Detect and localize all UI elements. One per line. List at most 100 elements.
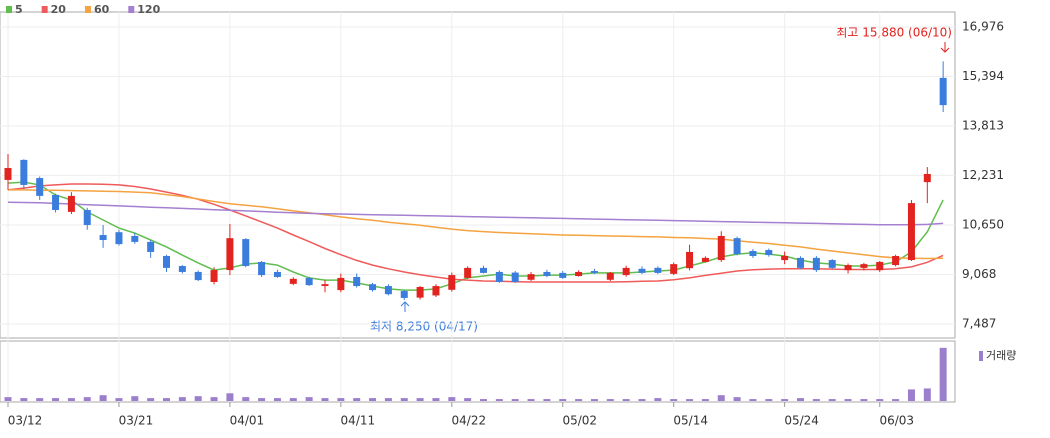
candle-body [622, 267, 630, 276]
x-tick-label: 03/12 [8, 414, 43, 428]
y-tick-label: 12,231 [962, 168, 1004, 182]
high-annotation: 최고 15,880 (06/10) [836, 26, 952, 40]
candle-body [258, 261, 266, 276]
candle-body [812, 257, 820, 271]
candle-body [511, 272, 519, 282]
candle-body [638, 268, 646, 273]
volume-bar [258, 398, 266, 401]
volume-bar [606, 399, 614, 401]
volume-bar [733, 397, 741, 401]
x-tick-label: 04/01 [230, 414, 265, 428]
legend-swatch [84, 6, 91, 13]
x-tick-label: 05/24 [784, 414, 819, 428]
x-tick-label: 03/21 [119, 414, 154, 428]
volume-bar [242, 397, 250, 401]
x-tick-label: 04/22 [452, 414, 487, 428]
volume-bar [416, 398, 424, 401]
volume-bar [178, 397, 186, 401]
volume-bar [939, 347, 947, 401]
y-tick-label: 15,394 [962, 69, 1004, 83]
low-arrow [400, 301, 410, 312]
candle-body [99, 235, 107, 241]
candle-body [416, 286, 424, 298]
candle-body [226, 238, 234, 271]
volume-bar [765, 399, 773, 401]
candle-body [147, 241, 155, 252]
candle-body [83, 209, 91, 226]
volume-bar [273, 398, 281, 401]
volume-bar [194, 396, 202, 401]
candle-body [749, 250, 757, 256]
volume-bar [4, 397, 12, 401]
candle-body [686, 251, 694, 269]
volume-bar [480, 399, 487, 401]
volume-bar [923, 388, 931, 401]
x-tick-label: 05/02 [562, 414, 597, 428]
moving-average-line [7, 183, 944, 283]
x-tick-label: 06/03 [879, 414, 914, 428]
volume-bar [163, 398, 170, 401]
candle-body [384, 286, 392, 295]
candle-body [321, 284, 329, 287]
candle-body [670, 264, 678, 274]
volume-bar [369, 398, 377, 401]
volume-bar [527, 399, 535, 401]
candle-body [717, 235, 725, 261]
candle-body [828, 260, 836, 268]
volume-bar [99, 395, 107, 401]
candle-body [892, 255, 900, 266]
candle-body [860, 264, 868, 268]
candle-body [305, 277, 313, 286]
candle-body [923, 173, 931, 183]
candle-body [20, 159, 28, 185]
y-tick-label: 10,650 [962, 218, 1004, 232]
volume-bar [701, 399, 709, 401]
volume-bar [83, 397, 91, 401]
candle-body [765, 250, 773, 256]
volume-bar [717, 395, 725, 401]
candle-body [464, 267, 472, 278]
volume-bar [400, 398, 408, 401]
y-tick-label: 13,813 [962, 118, 1004, 132]
volume-bar [749, 399, 757, 401]
volume-bar [622, 399, 630, 401]
volume-bar [20, 398, 28, 401]
volume-bar [860, 399, 868, 401]
volume-bar [115, 398, 123, 401]
low-annotation: 최저 8,250 (04/17) [370, 320, 478, 334]
candle-body [939, 77, 947, 106]
moving-average-line [7, 201, 944, 226]
candle-body [52, 194, 60, 210]
volume-bar [384, 398, 392, 401]
y-tick-label: 7,487 [962, 317, 996, 331]
legend-label: 120 [137, 3, 160, 16]
candle-body [36, 178, 44, 196]
y-tick-label: 16,976 [962, 19, 1004, 33]
candle-body [369, 284, 377, 291]
volume-bar [511, 399, 519, 401]
volume-bar [432, 398, 440, 401]
candle-body [432, 286, 440, 296]
volume-bar [907, 389, 915, 401]
volume-bar [448, 397, 456, 401]
legend-swatch [128, 6, 135, 13]
candle-body [163, 255, 170, 268]
volume-bar [797, 398, 804, 401]
volume-bar [36, 398, 44, 401]
candle-body [606, 272, 614, 280]
volume-bar [353, 398, 361, 401]
candle-body [178, 266, 186, 272]
volume-bar [305, 397, 313, 401]
volume-legend: 거래량 [986, 349, 1016, 362]
volume-bar [543, 399, 551, 401]
volume-bar [638, 399, 646, 401]
candle-body [575, 271, 583, 277]
volume-bar [828, 399, 836, 401]
candle-body [590, 271, 598, 273]
volume-legend-swatch [979, 351, 983, 361]
volume-bar [52, 398, 60, 401]
high-arrow [940, 42, 950, 53]
volume-bar [590, 399, 598, 401]
volume-bar [321, 398, 329, 401]
